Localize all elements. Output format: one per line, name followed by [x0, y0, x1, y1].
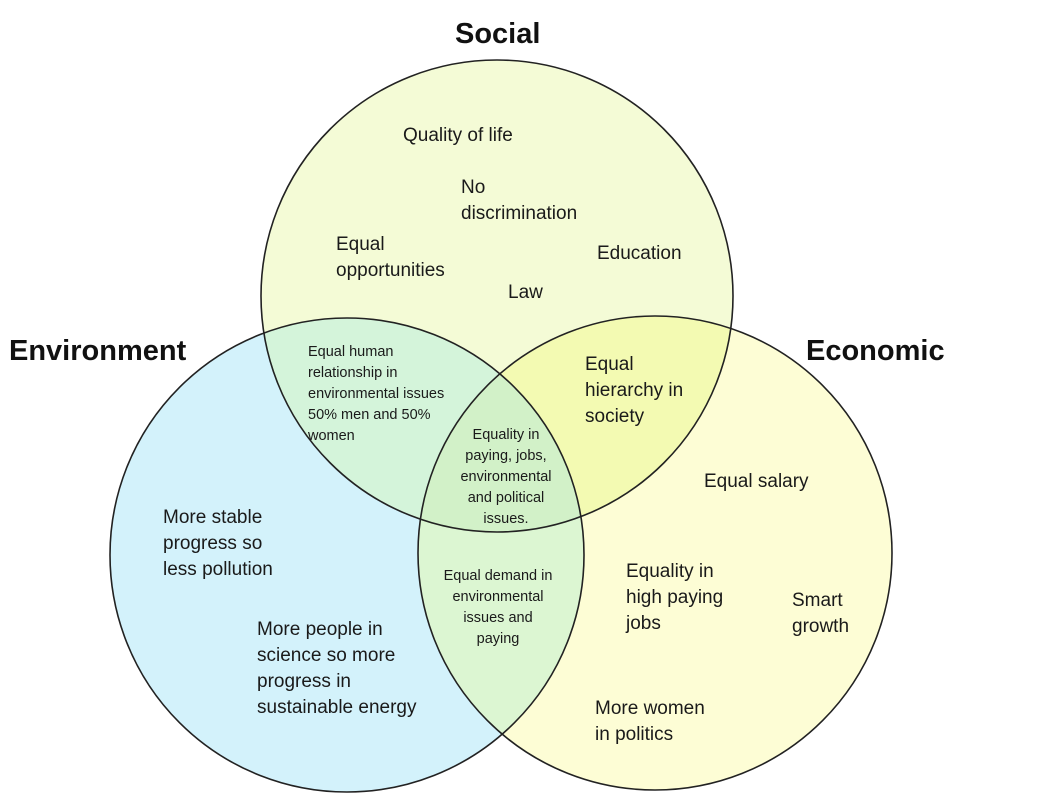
economic-item-women-in-politics: More women in politics [595, 698, 705, 745]
social-item-equal-opportunities: Equal opportunities [336, 234, 445, 281]
center-overlap [418, 318, 584, 532]
environment-item-people-in-science: More people in science so more progress … [257, 619, 417, 718]
all-three-item: Equality in paying, jobs, environmental … [460, 427, 552, 527]
social-environment-item: Equal human relationship in environmenta… [308, 344, 445, 444]
economic-title: Economic [806, 335, 945, 367]
social-item-law: Law [508, 282, 543, 303]
social-item-education: Education [597, 243, 682, 264]
environment-title: Environment [9, 335, 187, 367]
economic-circle-outline [417, 315, 893, 791]
social-economic-item: Equal hierarchy in society [585, 354, 684, 427]
economic-item-equal-salary: Equal salary [704, 471, 809, 492]
environment-circle-outline [109, 317, 585, 793]
economic-item-high-paying-jobs: Equality in high paying jobs [626, 561, 724, 634]
social-item-quality-of-life: Quality of life [403, 125, 513, 146]
economic-item-smart-growth: Smart growth [792, 590, 850, 637]
social-item-no-discrimination: No discrimination [461, 177, 578, 224]
environment-economic-item: Equal demand in environmental issues and… [443, 568, 553, 647]
environment-item-stable-progress: More stable progress so less pollution [163, 507, 273, 580]
social-circle-outline [260, 59, 734, 533]
social-title: Social [455, 18, 541, 50]
